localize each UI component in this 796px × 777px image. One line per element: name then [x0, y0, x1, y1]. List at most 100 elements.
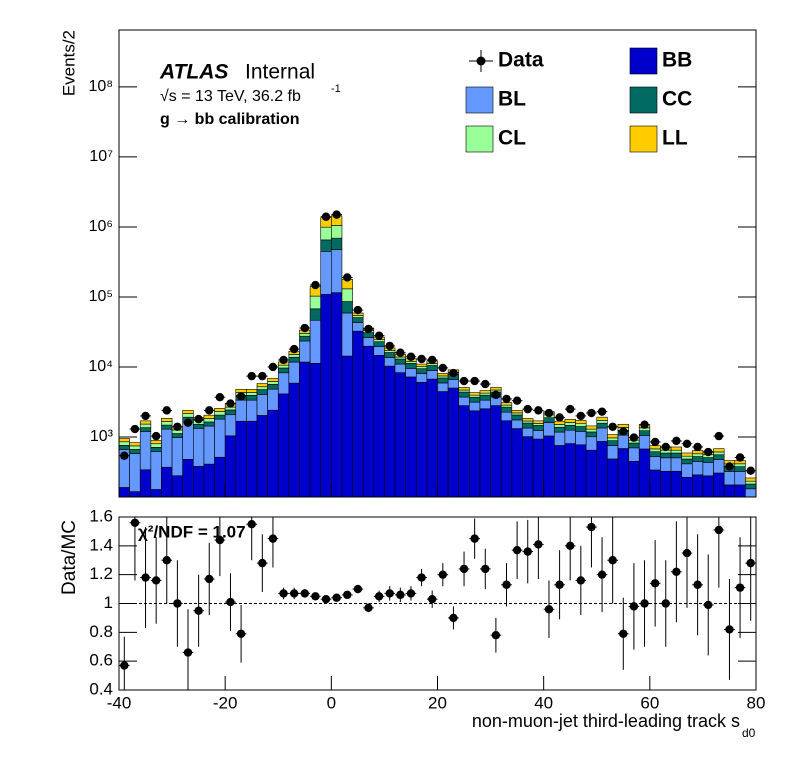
histogram-bar: [575, 420, 587, 425]
histogram-bar: [341, 312, 353, 357]
data-point: [481, 379, 490, 389]
histogram-bar: [564, 418, 576, 423]
data-point: [205, 406, 214, 415]
histogram-bar: [214, 407, 226, 412]
ratio-point: [427, 594, 437, 604]
ratio-point: [576, 576, 586, 585]
histogram-bar: [437, 382, 449, 392]
histogram-bar: [118, 487, 130, 498]
histogram-bar: [288, 356, 300, 363]
histogram-bar: [214, 456, 226, 498]
ratio-point: [300, 589, 309, 598]
histogram-bar: [532, 438, 544, 498]
histogram-bar: [670, 452, 682, 459]
ratio-point: [725, 625, 734, 634]
histogram-bar: [161, 424, 173, 430]
histogram-bar: [628, 442, 640, 449]
histogram-bar: [341, 355, 353, 498]
histogram-bar: [585, 449, 598, 498]
histogram-bar: [256, 415, 268, 498]
ratio-point: [502, 580, 511, 589]
ratio-point: [746, 558, 755, 568]
histogram-bar: [532, 423, 544, 426]
histogram-bar: [585, 436, 598, 451]
x-tick-label: 80: [747, 693, 766, 712]
histogram-bar: [490, 387, 502, 391]
histogram-bar: [437, 377, 449, 384]
data-point: [194, 414, 203, 424]
histogram-bar: [532, 420, 544, 424]
ratio-point: [661, 599, 670, 608]
ratio-point: [162, 556, 171, 565]
histogram-bar: [415, 366, 428, 369]
histogram-bar: [171, 475, 183, 498]
histogram-bar: [522, 420, 534, 424]
ratio-point: [534, 540, 543, 549]
x-tick-label: -20: [213, 693, 238, 712]
histogram-bar: [638, 435, 651, 450]
data-point: [650, 437, 660, 447]
data-point: [236, 392, 246, 401]
y-tick-label: 10⁴: [88, 358, 113, 375]
data-point: [226, 399, 235, 408]
ratio-point: [311, 592, 320, 601]
histogram-bar: [585, 425, 598, 430]
histogram-bar: [299, 361, 311, 498]
histogram-bar: [670, 457, 682, 472]
data-point: [247, 371, 256, 381]
histogram-bar: [607, 445, 619, 460]
histogram-bar: [362, 337, 375, 347]
ratio-point: [714, 525, 724, 535]
y-tick-label: 1: [104, 593, 113, 612]
histogram-bar: [352, 330, 364, 498]
ratio-pad: 0.4 0.6 0.8 1 1.2 1.4 1.6 -40 -20 0 20 40 60 80: [89, 483, 765, 712]
histogram-bar: [139, 469, 152, 498]
histogram-bar: [702, 475, 714, 498]
data-point: [704, 447, 713, 457]
histogram-bar: [214, 411, 226, 416]
histogram-bar: [277, 364, 290, 369]
histogram-bar: [267, 409, 279, 498]
histogram-bar: [384, 357, 396, 367]
ratio-point: [406, 589, 416, 598]
ratio-point: [374, 592, 384, 601]
x-tick-label: 20: [428, 693, 447, 712]
histogram-bar: [734, 466, 746, 472]
histogram-bar: [118, 441, 130, 446]
histogram-bar: [394, 363, 406, 373]
histogram-bar: [384, 352, 396, 358]
histogram-bar: [745, 477, 757, 482]
data-point: [672, 436, 681, 446]
x-tick-label: -40: [107, 693, 132, 712]
legend-swatch: [629, 86, 658, 114]
experiment-label: ATLAS: [159, 61, 228, 84]
data-point: [587, 408, 596, 418]
histogram-bar: [713, 448, 725, 453]
histogram-bar: [479, 408, 491, 498]
histogram-bar: [458, 396, 470, 406]
ratio-point: [173, 599, 182, 608]
histogram-bar: [437, 373, 449, 377]
histogram-bar: [734, 484, 746, 498]
histogram-bar: [405, 361, 417, 364]
histogram-bar: [745, 480, 757, 485]
histogram-bar: [500, 420, 513, 498]
histogram-bar: [362, 345, 375, 498]
histogram-bar: [118, 445, 130, 450]
data-point: [141, 411, 150, 421]
histogram-bar: [203, 421, 215, 427]
histogram-bar: [607, 437, 619, 441]
histogram-bar: [246, 399, 258, 422]
histogram-bar: [415, 381, 428, 498]
histogram-bar: [224, 435, 237, 498]
histogram-bar: [469, 401, 481, 412]
histogram-bar: [203, 414, 215, 419]
histogram-bar: [277, 393, 290, 498]
histogram-bar: [341, 288, 353, 302]
histogram-bar: [352, 317, 364, 323]
ratio-point: [385, 589, 394, 598]
ratio-point: [236, 629, 246, 638]
histogram-bar: [352, 315, 364, 318]
y-tick-label: 10³: [90, 428, 114, 445]
